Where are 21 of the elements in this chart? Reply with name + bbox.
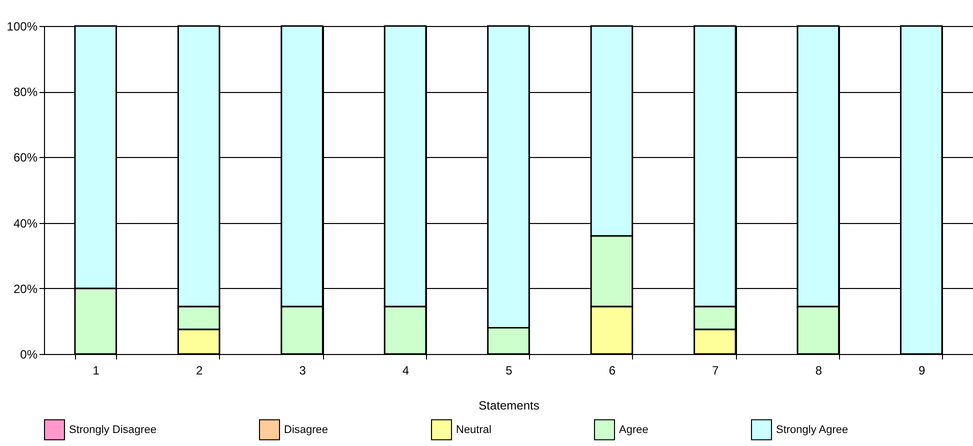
y-tick-label: 60% (13, 150, 38, 165)
x-tick-label: 9 (918, 364, 926, 378)
y-tick-label: 0% (20, 348, 38, 362)
x-tick-label: 5 (506, 364, 513, 378)
legend-label: Neutral (456, 424, 492, 436)
x-tick-label: 8 (815, 364, 822, 378)
x-tick-label: 6 (608, 364, 616, 378)
y-tick-label: 100% (6, 20, 38, 34)
legend-label: Strongly Disagree (69, 424, 156, 436)
x-tick-label: 1 (92, 364, 100, 378)
x-tick-label: 2 (196, 364, 203, 378)
x-tick-label: 4 (402, 364, 410, 378)
y-tick-label: 40% (13, 216, 38, 230)
legend-label: Strongly Agree (776, 424, 848, 436)
x-tick-label: 7 (712, 364, 720, 378)
y-tick-label: 80% (13, 85, 38, 100)
x-tick-label: 3 (299, 364, 306, 378)
legend-label: Disagree (284, 424, 328, 436)
x-axis-title: Statements (478, 398, 540, 412)
legend-label: Agree (619, 424, 648, 436)
y-tick-label: 20% (13, 282, 38, 296)
